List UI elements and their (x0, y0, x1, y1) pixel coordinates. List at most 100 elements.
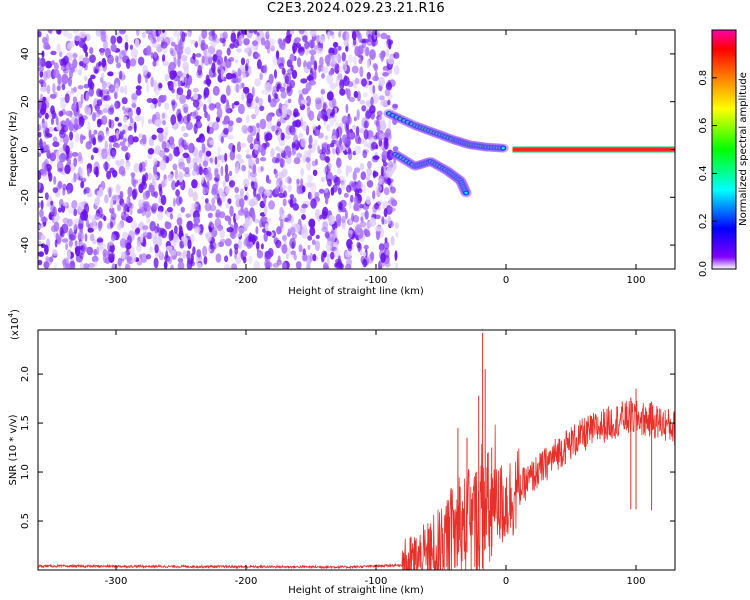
noise-speckle (385, 48, 390, 58)
noise-speckle (320, 88, 325, 95)
noise-speckle (45, 144, 51, 155)
noise-speckle (195, 115, 202, 121)
noise-speckle (234, 163, 242, 173)
noise-speckle (108, 135, 115, 143)
noise-speckle (121, 97, 128, 105)
noise-speckle (216, 152, 222, 163)
noise-speckle (173, 75, 181, 82)
noise-speckle (181, 125, 186, 132)
noise-speckle (170, 41, 176, 47)
noise-speckle (341, 215, 346, 224)
noise-speckle (110, 147, 117, 157)
noise-speckle (306, 182, 314, 188)
noise-speckle (271, 125, 276, 132)
snr-panel: -300 -200 -100 0 100 0.5 1.0 1.5 2.0 (x104) SNR … (7, 309, 676, 596)
noise-speckle (214, 192, 218, 200)
noise-speckle (355, 30, 360, 36)
noise-speckle (263, 64, 268, 74)
noise-speckle (220, 69, 225, 80)
noise-speckle (103, 215, 107, 222)
noise-speckle (266, 30, 270, 36)
noise-speckle (249, 171, 257, 178)
noise-speckle (129, 117, 134, 123)
noise-speckle (212, 183, 218, 193)
noise-speckle (366, 167, 372, 176)
noise-speckle (239, 82, 243, 90)
noise-speckle (224, 255, 229, 263)
noise-speckle (64, 164, 71, 175)
noise-speckle (336, 143, 344, 154)
noise-speckle (69, 90, 75, 96)
noise-speckle (40, 200, 44, 210)
y-tick-label: 0.5 (20, 513, 31, 529)
noise-speckle (102, 135, 105, 141)
noise-speckle (330, 54, 338, 64)
noise-speckle (98, 242, 106, 250)
noise-speckle (217, 59, 221, 65)
noise-speckle (78, 218, 84, 230)
noise-speckle (304, 181, 312, 188)
noise-speckle (384, 88, 390, 97)
noise-speckle (255, 35, 262, 41)
noise-speckle (231, 263, 238, 269)
noise-speckle (49, 152, 57, 162)
noise-speckle (78, 40, 86, 49)
noise-speckle (164, 73, 170, 82)
noise-speckle (372, 170, 377, 179)
noise-speckle (52, 136, 58, 143)
noise-speckle (246, 149, 250, 154)
noise-speckle (109, 243, 115, 253)
noise-speckle (119, 141, 126, 147)
noise-speckle (309, 30, 317, 37)
noise-speckle (38, 240, 42, 247)
noise-speckle (119, 191, 124, 200)
noise-speckle (191, 179, 198, 189)
noise-speckle (81, 63, 87, 68)
noise-speckle (181, 31, 186, 43)
noise-speckle (227, 134, 234, 140)
noise-speckle (66, 231, 71, 236)
noise-speckle (175, 189, 181, 197)
noise-speckle (222, 120, 228, 125)
snr-series-line (38, 400, 675, 570)
noise-speckle (181, 236, 185, 242)
noise-speckle (326, 123, 331, 132)
noise-speckle (208, 222, 215, 231)
noise-speckle (209, 157, 214, 164)
noise-speckle (162, 119, 167, 126)
noise-speckle (93, 129, 98, 135)
noise-speckle (306, 106, 311, 118)
noise-speckle (251, 40, 259, 47)
noise-speckle (348, 217, 353, 226)
noise-speckle (300, 137, 307, 148)
noise-speckle (164, 147, 170, 153)
noise-speckle (329, 82, 337, 90)
noise-speckle (249, 125, 257, 136)
noise-speckle (247, 134, 254, 144)
noise-speckle (120, 251, 126, 260)
noise-speckle (96, 190, 101, 200)
noise-speckle (111, 149, 116, 156)
noise-speckle (69, 131, 74, 141)
noise-speckle (66, 32, 73, 40)
noise-speckle (313, 60, 318, 71)
noise-speckle (264, 189, 272, 197)
noise-speckle (159, 159, 167, 171)
noise-speckle (160, 41, 168, 49)
noise-speckle (220, 94, 227, 104)
noise-speckle (280, 218, 284, 229)
noise-speckle (119, 70, 123, 80)
y-tick-label: 40 (20, 48, 31, 61)
noise-speckle (38, 131, 42, 138)
noise-speckle (223, 127, 229, 135)
noise-speckle (202, 186, 208, 196)
noise-speckle (256, 122, 260, 129)
noise-speckle (395, 263, 398, 269)
noise-speckle (227, 216, 232, 226)
noise-speckle (218, 199, 222, 205)
noise-speckle (304, 49, 309, 56)
noise-speckle (305, 95, 311, 107)
noise-speckle (285, 146, 289, 153)
noise-speckle (156, 127, 164, 134)
noise-speckle (85, 91, 90, 103)
